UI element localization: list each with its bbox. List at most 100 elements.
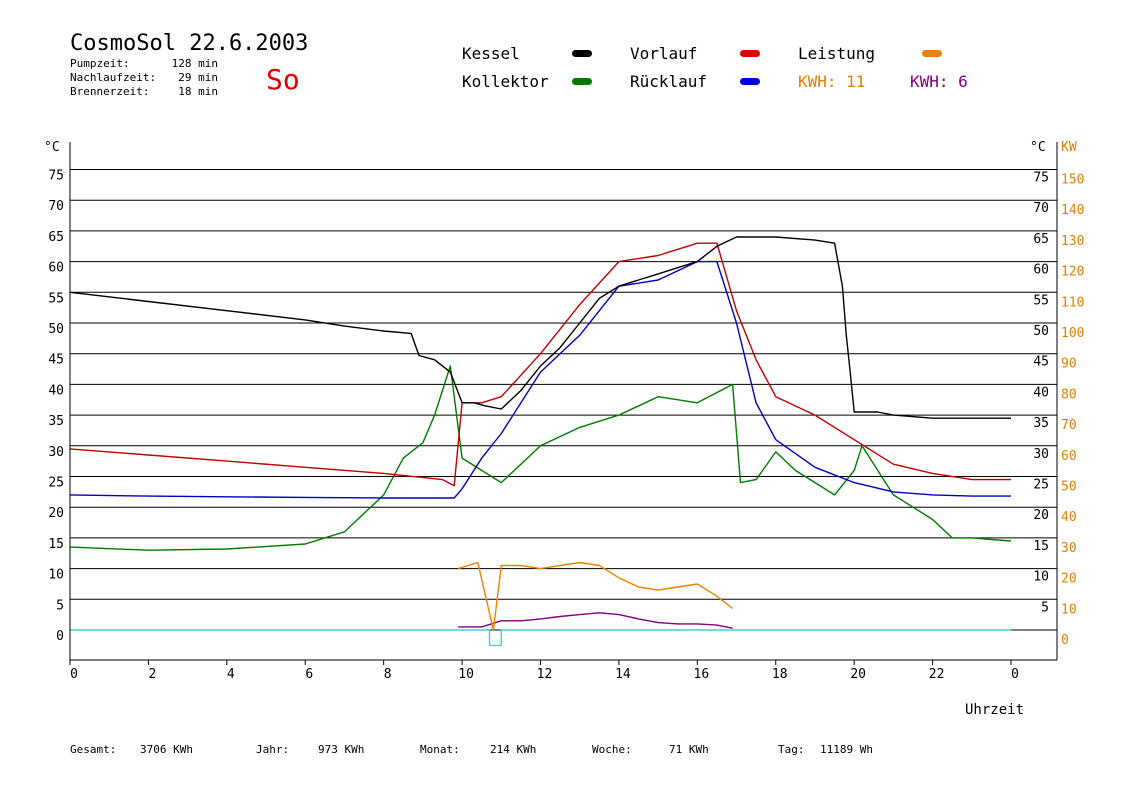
x-tick-label: 22 [929,667,945,682]
footer-label-gesamt: Gesamt: [70,743,116,756]
y-tick-label-right-celsius: 10 [1033,570,1049,585]
y-tick-label-right-kw: 10 [1061,602,1077,617]
legend-kwh-orange: KWH: 11 [798,72,865,91]
y-tick-label-right-celsius: 75 [1033,171,1049,186]
legend-swatch-leistung [922,50,942,57]
legend-label-vorlauf: Vorlauf [630,44,697,63]
info-label-nachlaufzeit: Nachlaufzeit: [70,71,156,84]
y-tick-label-right-kw: 90 [1061,357,1077,372]
footer-label-woche: Woche: [592,743,632,756]
y-tick-labels: 0 5 10 15 20 25 30 35 40 45 50 55 60 65 70 75 5 10 15 20 25 3… [48,169,1084,649]
y-tick-label-left: 45 [48,353,64,368]
legend-swatch-vorlauf [740,50,760,57]
series-line-kessel [69,236,1011,419]
y-axis-unit-right-celsius: °C [1030,140,1046,155]
x-tick-label: 12 [537,667,553,682]
x-tick-label: 0 [70,667,78,682]
y-axis-unit-left: °C [44,140,60,155]
footer-value-tag: 11189 Wh [820,743,873,756]
legend-label-kollektor: Kollektor [462,72,549,91]
y-tick-label-left: 15 [48,537,64,552]
y-tick-label-right-kw: 0 [1061,633,1069,648]
info-label-pumpzeit: Pumpzeit: [70,57,130,70]
y-tick-label-left: 35 [48,414,64,429]
y-tick-label-right-kw: 150 [1061,173,1084,188]
legend-kwh-purple: KWH: 6 [910,72,968,91]
y-tick-label-right-kw: 50 [1061,480,1077,495]
footer-label-jahr: Jahr: [256,743,289,756]
series-line-kwh-6 [458,612,733,629]
y-tick-label-right-celsius: 25 [1033,478,1049,493]
x-axis-label: Uhrzeit [965,702,1024,718]
y-tick-label-right-celsius: 65 [1033,232,1049,247]
info-label-brennerzeit: Brennerzeit: [70,85,149,98]
y-tick-label-right-kw: 130 [1061,234,1084,249]
x-tick-label: 6 [305,667,313,682]
y-tick-label-left: 25 [48,476,64,491]
legend-label-kessel: Kessel [462,44,520,63]
y-tick-label-right-celsius: 60 [1033,263,1049,278]
y-tick-label-right-celsius: 50 [1033,324,1049,339]
series-line-pumpe [70,629,1011,647]
series-line-leistung [457,561,734,631]
x-tick-label: 20 [850,667,866,682]
y-tick-label-right-kw: 60 [1061,449,1077,464]
info-value-nachlaufzeit: 29 min [178,71,218,84]
y-tick-label-left: 70 [48,199,64,214]
y-tick-label-right-celsius: 5 [1041,600,1049,615]
y-tick-label-left: 30 [48,445,64,460]
y-tick-label-right-kw: 80 [1061,387,1077,402]
y-tick-label-left: 40 [48,383,64,398]
y-tick-label-left: 60 [48,261,64,276]
y-tick-label-right-kw: 70 [1061,418,1077,433]
info-value-pumpzeit: 128 min [172,57,218,70]
y-tick-label-left: 55 [48,291,64,306]
y-tick-label-right-celsius: 20 [1033,508,1049,523]
series-line-kollektor [69,365,1012,551]
x-tick-label: 8 [384,667,392,682]
y-tick-label-left: 10 [48,568,64,583]
y-tick-label-left: 5 [56,598,64,613]
y-tick-label-left: 65 [48,230,64,245]
y-tick-label-right-celsius: 70 [1033,201,1049,216]
x-tick-label: 0 [1011,667,1019,682]
y-tick-label-left: 75 [48,169,64,184]
y-tick-label-right-celsius: 45 [1033,355,1049,370]
y-tick-label-right-kw: 110 [1061,295,1084,310]
footer-label-tag: Tag: [778,743,805,756]
y-tick-label-right-celsius: 40 [1033,385,1049,400]
legend-swatch-ruecklauf [740,78,760,85]
series-lines [69,236,1012,647]
legend-swatch-kollektor [572,78,592,85]
y-tick-label-right-kw: 140 [1061,203,1084,218]
x-tick-label: 2 [149,667,157,682]
x-tick-label: 10 [458,667,474,682]
footer: Gesamt: 3706 KWh Jahr: 973 KWh Monat: 21… [70,743,873,756]
y-tick-label-right-kw: 100 [1061,326,1084,341]
x-tick-label: 14 [615,667,631,682]
header: CosmoSol 22.6.2003 Pumpzeit: 128 min Nac… [70,31,308,98]
legend-swatch-kessel [572,50,592,57]
y-tick-label-left: 20 [48,506,64,521]
y-tick-label-right-celsius: 55 [1033,293,1049,308]
footer-value-woche: 71 KWh [669,743,709,756]
footer-value-gesamt: 3706 KWh [140,743,193,756]
day-label: So [266,63,300,96]
footer-value-jahr: 973 KWh [318,743,364,756]
info-value-brennerzeit: 18 min [178,85,218,98]
legend-label-ruecklauf: Rücklauf [630,72,707,91]
series-line-vorlauf [69,242,1011,487]
y-tick-label-right-celsius: 35 [1033,416,1049,431]
grid [70,169,1057,631]
footer-label-monat: Monat: [420,743,460,756]
y-tick-label-right-celsius: 30 [1033,447,1049,462]
series-line-r-cklauf [69,260,1011,499]
y-tick-label-left: 50 [48,322,64,337]
x-tick-labels: 0 2 4 6 8 10 12 14 16 18 20 22 0 [69,660,1019,682]
y-tick-label-right-kw: 30 [1061,541,1077,556]
x-tick-label: 16 [694,667,710,682]
footer-value-monat: 214 KWh [490,743,536,756]
plot-area: °C °C KW 0510152025303540455055606570755… [44,140,1084,718]
legend: Kessel Kollektor Vorlauf Rücklauf Leistu… [462,44,968,91]
